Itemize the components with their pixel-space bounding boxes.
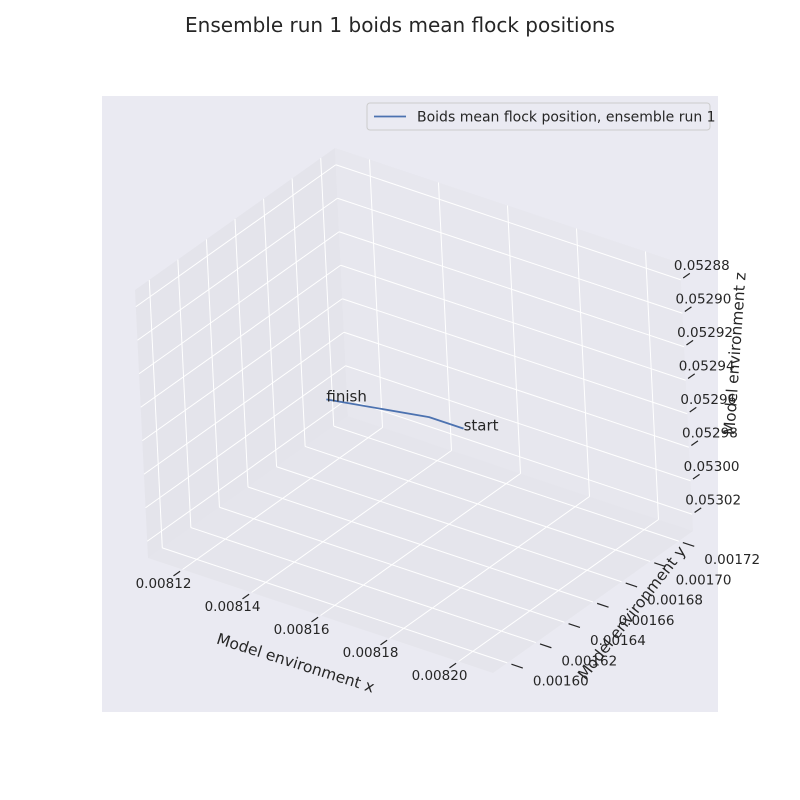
z-gridline-left xyxy=(137,197,338,341)
z-gridline-back xyxy=(338,231,685,348)
y-gridline-floor xyxy=(304,445,651,562)
x-tick-mark xyxy=(449,662,457,669)
y-gridline-floor xyxy=(219,506,565,623)
y-gridline-floor xyxy=(190,527,537,644)
z-gridline-left xyxy=(145,365,346,509)
x-gridline-back xyxy=(576,228,590,497)
z-tick-mark xyxy=(690,440,699,447)
x-gridline-back xyxy=(438,182,452,451)
legend-box xyxy=(366,102,711,131)
z-tick-label: 0.05290 xyxy=(675,291,731,307)
y-tick-label: 0.00164 xyxy=(590,633,646,649)
y-tick-mark xyxy=(625,582,638,588)
series-line xyxy=(326,398,464,430)
y-tick-label: 0.00172 xyxy=(704,552,760,568)
z-tick-label: 0.05302 xyxy=(685,492,741,508)
y-tick-label: 0.00166 xyxy=(619,613,675,629)
x-tick-mark xyxy=(173,570,181,577)
x-tick-label: 0.00814 xyxy=(205,599,261,615)
chart-title: Ensemble run 1 boids mean flock position… xyxy=(185,13,615,37)
y-gridline-left xyxy=(291,178,306,447)
x-tick-label: 0.00820 xyxy=(412,668,468,684)
z-tick-label: 0.05294 xyxy=(679,358,735,374)
y-gridline-floor xyxy=(247,486,594,603)
z-tick-label: 0.05298 xyxy=(682,425,738,441)
z-gridline-back xyxy=(337,197,683,314)
y-tick-mark xyxy=(596,602,609,608)
z-tick-label: 0.05296 xyxy=(680,392,736,408)
y-tick-mark xyxy=(511,663,524,669)
z-gridline-back xyxy=(340,264,686,381)
z-gridline-left xyxy=(143,331,345,475)
y-tick-mark xyxy=(654,562,666,568)
y-tick-mark xyxy=(568,623,581,629)
y-gridline-left xyxy=(148,279,163,548)
z-gridline-back xyxy=(347,398,693,515)
z-tick-mark xyxy=(689,406,697,413)
x-tick-mark xyxy=(311,616,319,623)
z-tick-mark xyxy=(694,507,702,514)
y-gridline-floor xyxy=(162,547,508,664)
legend-label: Boids mean flock position, ensemble run … xyxy=(417,110,716,126)
z-gridline-left xyxy=(135,164,337,308)
x-gridline-back xyxy=(369,159,383,428)
x-gridline-back xyxy=(645,251,659,520)
z-gridline-back xyxy=(345,365,691,482)
x-tick-label: 0.00818 xyxy=(343,645,399,661)
y-gridline-left xyxy=(177,259,192,528)
z-gridline-left xyxy=(146,398,348,542)
x-gridline-back xyxy=(507,205,521,474)
z-tick-mark xyxy=(686,339,694,346)
y-gridline-floor xyxy=(333,425,679,542)
z-gridline-left xyxy=(142,298,343,442)
x-tick-mark xyxy=(380,639,388,646)
z-gridline-back xyxy=(343,331,690,448)
x-tick-label: 0.00816 xyxy=(274,622,330,638)
y-gridline-left xyxy=(320,158,335,427)
legend: Boids mean flock position, ensemble run … xyxy=(366,102,716,131)
z-tick-mark xyxy=(687,373,696,380)
z-gridline-left xyxy=(138,231,340,375)
y-tick-label: 0.00170 xyxy=(676,572,732,588)
y-tick-label: 0.00160 xyxy=(533,674,589,690)
x-tick-mark xyxy=(242,593,250,600)
z-tick-mark xyxy=(684,306,692,313)
y-tick-mark xyxy=(539,643,552,649)
y-tick-label: 0.00162 xyxy=(561,653,617,669)
y-tick-label: 0.00168 xyxy=(647,593,703,609)
z-gridline-back xyxy=(342,298,688,415)
y-gridline-left xyxy=(234,218,249,488)
z-gridline-back xyxy=(335,164,681,281)
z-tick-mark xyxy=(682,272,691,279)
x-tick-label: 0.00812 xyxy=(136,576,192,592)
annotation-start: start xyxy=(464,417,499,435)
y-tick-mark xyxy=(682,541,695,547)
z-tick-label: 0.05292 xyxy=(677,325,733,341)
z-tick-mark xyxy=(692,473,700,480)
y-gridline-floor xyxy=(276,466,622,583)
y-gridline-left xyxy=(263,198,278,467)
annotation-finish: finish xyxy=(326,387,366,405)
z-tick-label: 0.05288 xyxy=(674,258,730,274)
y-gridline-left xyxy=(205,239,220,508)
z-gridline-left xyxy=(140,264,341,408)
z-tick-label: 0.05300 xyxy=(684,459,740,475)
